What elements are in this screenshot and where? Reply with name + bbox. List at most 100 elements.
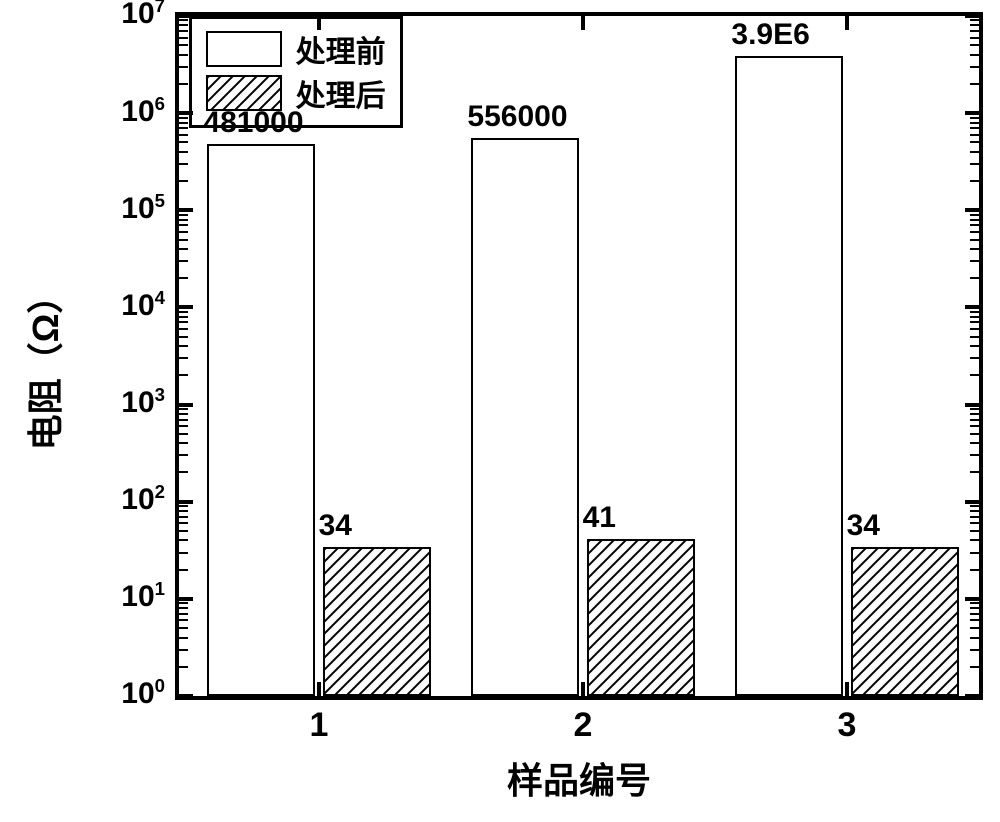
x-tick-label: 2: [574, 706, 593, 745]
y-minor-tick: [970, 505, 979, 507]
y-tick-mark: [965, 500, 979, 504]
x-tick-mark: [317, 16, 321, 30]
y-minor-tick: [179, 248, 188, 250]
y-tick-mark: [179, 305, 193, 309]
y-tick-mark: [965, 694, 979, 698]
y-minor-tick: [970, 24, 979, 26]
x-axis-label: 样品编号: [507, 752, 651, 804]
legend-swatch: [206, 31, 282, 67]
y-minor-tick: [179, 180, 188, 182]
y-minor-tick: [970, 613, 979, 615]
y-minor-tick: [179, 637, 188, 639]
y-minor-tick: [179, 163, 188, 165]
y-minor-tick: [179, 569, 188, 571]
y-tick-mark: [965, 597, 979, 601]
y-minor-tick: [970, 66, 979, 68]
y-minor-tick: [179, 122, 188, 124]
y-minor-tick: [179, 214, 188, 216]
legend-item: 处理前: [206, 27, 386, 71]
y-minor-tick: [970, 117, 979, 119]
y-minor-tick: [970, 248, 979, 250]
y-minor-tick: [970, 151, 979, 153]
y-minor-tick: [179, 277, 188, 279]
x-tick-label: 3: [838, 706, 857, 745]
y-minor-tick: [179, 419, 188, 421]
y-tick-mark: [965, 403, 979, 407]
x-tick-mark: [581, 682, 585, 696]
y-minor-tick: [970, 19, 979, 21]
y-minor-tick: [970, 321, 979, 323]
bar: [471, 138, 579, 696]
y-tick-mark: [179, 208, 193, 212]
y-minor-tick: [970, 649, 979, 651]
y-minor-tick: [179, 30, 188, 32]
y-minor-tick: [970, 619, 979, 621]
bar: [207, 144, 315, 696]
y-minor-tick: [179, 408, 188, 410]
y-minor-tick: [970, 552, 979, 554]
y-minor-tick: [970, 425, 979, 427]
y-minor-tick: [970, 260, 979, 262]
y-minor-tick: [179, 321, 188, 323]
legend-text: 处理前: [296, 27, 386, 71]
y-minor-tick: [970, 231, 979, 233]
y-minor-tick: [179, 19, 188, 21]
value-label: 41: [583, 501, 616, 535]
x-tick-mark: [845, 16, 849, 30]
y-minor-tick: [970, 163, 979, 165]
y-minor-tick: [970, 569, 979, 571]
y-tick-label: 103: [121, 386, 165, 420]
y-minor-tick: [970, 602, 979, 604]
y-minor-tick: [179, 224, 188, 226]
y-minor-tick: [179, 127, 188, 129]
y-minor-tick: [970, 442, 979, 444]
y-minor-tick: [179, 433, 188, 435]
y-tick-mark: [965, 208, 979, 212]
y-tick-mark: [179, 597, 193, 601]
x-tick-mark: [581, 16, 585, 30]
y-minor-tick: [179, 649, 188, 651]
y-minor-tick: [970, 54, 979, 56]
y-minor-tick: [179, 602, 188, 604]
y-tick-label: 106: [121, 95, 165, 129]
y-minor-tick: [970, 328, 979, 330]
y-minor-tick: [179, 239, 188, 241]
y-minor-tick: [970, 122, 979, 124]
y-minor-tick: [970, 30, 979, 32]
y-minor-tick: [970, 666, 979, 668]
y-minor-tick: [179, 522, 188, 524]
y-minor-tick: [179, 336, 188, 338]
y-minor-tick: [179, 539, 188, 541]
y-tick-mark: [965, 14, 979, 18]
y-minor-tick: [179, 471, 188, 473]
bar: [735, 56, 843, 696]
y-minor-tick: [970, 277, 979, 279]
y-minor-tick: [970, 530, 979, 532]
y-minor-tick: [179, 134, 188, 136]
y-minor-tick: [970, 516, 979, 518]
y-minor-tick: [179, 54, 188, 56]
y-minor-tick: [179, 619, 188, 621]
y-minor-tick: [179, 231, 188, 233]
y-tick-mark: [179, 500, 193, 504]
y-tick-mark: [965, 111, 979, 115]
y-minor-tick: [970, 374, 979, 376]
y-minor-tick: [970, 607, 979, 609]
value-label: 556000: [467, 100, 567, 134]
y-minor-tick: [970, 311, 979, 313]
y-minor-tick: [970, 413, 979, 415]
bar: [851, 547, 959, 696]
y-minor-tick: [970, 471, 979, 473]
y-minor-tick: [179, 66, 188, 68]
y-minor-tick: [179, 345, 188, 347]
y-minor-tick: [970, 219, 979, 221]
y-minor-tick: [970, 419, 979, 421]
y-tick-mark: [179, 403, 193, 407]
y-minor-tick: [179, 530, 188, 532]
y-minor-tick: [970, 336, 979, 338]
y-minor-tick: [970, 83, 979, 85]
y-axis-label: 电阻（Ω）: [17, 164, 69, 564]
y-minor-tick: [970, 37, 979, 39]
y-minor-tick: [179, 505, 188, 507]
y-tick-label: 101: [121, 580, 165, 614]
